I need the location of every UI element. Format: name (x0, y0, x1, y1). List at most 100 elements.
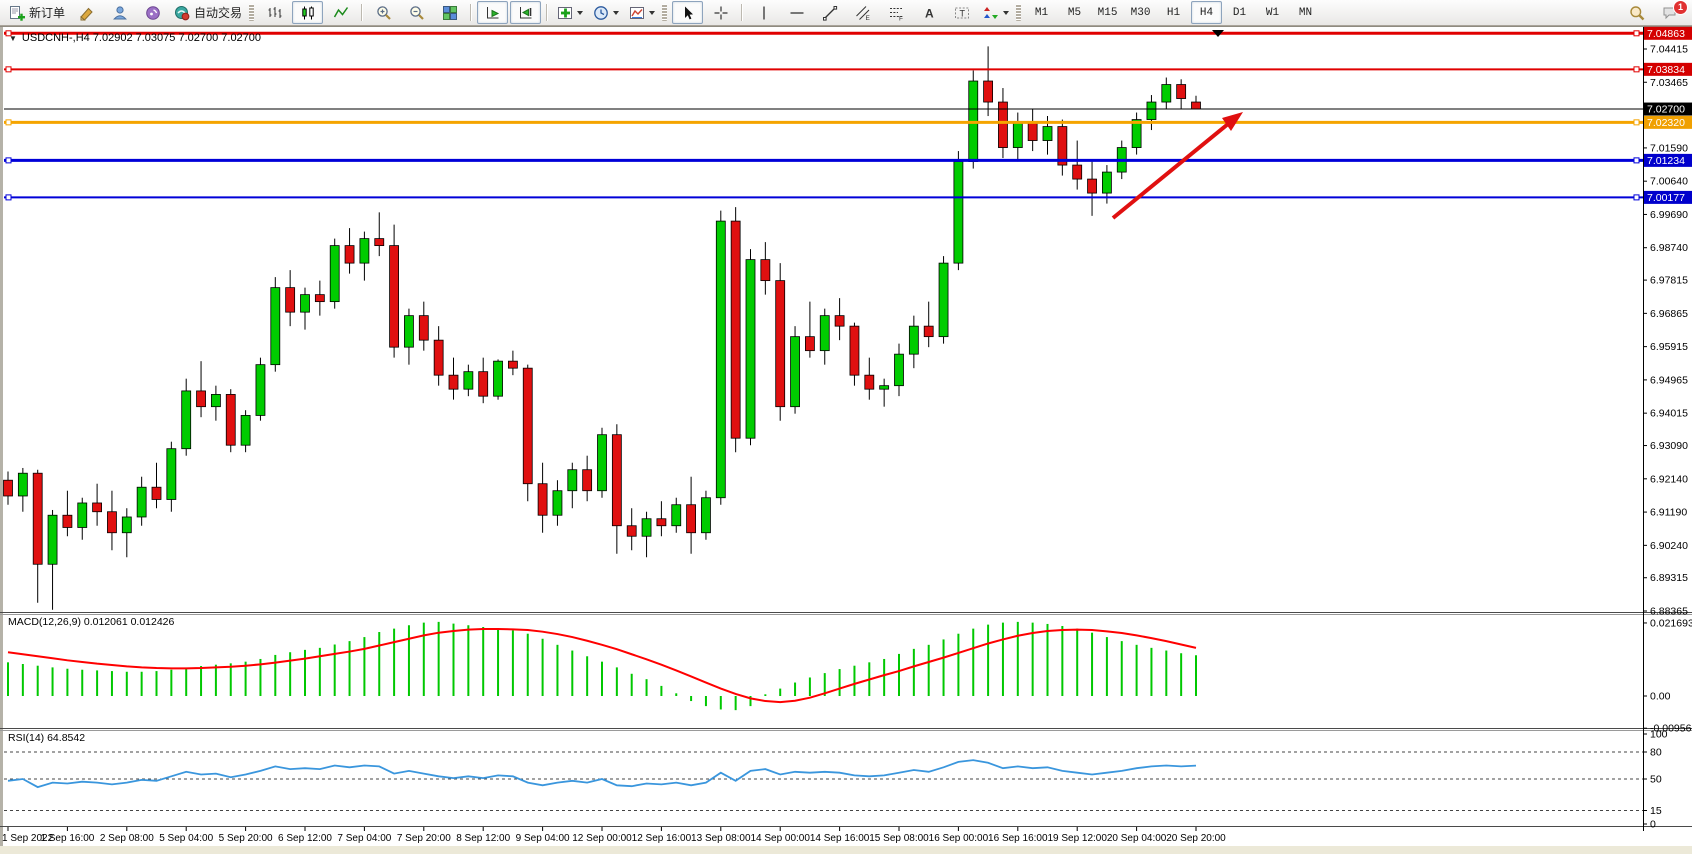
candle[interactable] (270, 287, 281, 366)
chevron-down-icon[interactable] (577, 10, 584, 15)
styler-button[interactable] (71, 1, 102, 24)
candle[interactable] (701, 497, 711, 534)
chevron-down-icon[interactable] (1003, 10, 1010, 15)
candle[interactable] (448, 374, 459, 390)
cursor-button[interactable] (672, 1, 704, 24)
candle[interactable] (62, 514, 73, 528)
candle[interactable] (107, 511, 117, 534)
candle[interactable] (775, 280, 786, 408)
signals-button[interactable] (137, 1, 168, 24)
chart-shift-button[interactable] (510, 1, 542, 24)
candle[interactable] (671, 504, 682, 527)
candle[interactable] (418, 315, 429, 341)
candle[interactable] (344, 245, 355, 264)
candle[interactable] (923, 325, 934, 338)
candle[interactable] (938, 262, 949, 338)
candle[interactable] (255, 364, 266, 416)
candle[interactable] (166, 448, 177, 500)
candle-chart-mode-button[interactable] (292, 1, 324, 24)
arrows-tool-button[interactable] (979, 1, 1013, 24)
periods-button[interactable] (589, 1, 623, 24)
candle[interactable] (151, 486, 162, 500)
timeframe-m5-button[interactable]: M5 (1067, 6, 1082, 19)
candle[interactable] (552, 490, 563, 516)
chevron-down-icon[interactable] (613, 10, 620, 15)
candle[interactable] (47, 514, 58, 565)
candle[interactable] (463, 371, 474, 390)
candle[interactable] (433, 339, 444, 376)
candle[interactable] (181, 390, 192, 450)
equidistant-channel-button[interactable]: E (847, 1, 878, 24)
zoom-out-button[interactable] (401, 1, 432, 24)
line-chart-mode-button[interactable] (325, 1, 356, 24)
candle[interactable] (760, 259, 771, 282)
candle[interactable] (656, 518, 667, 527)
candle[interactable] (1072, 164, 1083, 180)
candle[interactable] (1131, 119, 1142, 148)
autotrade-button[interactable]: 自动交易 (170, 1, 246, 24)
timeframe-m15-button[interactable]: M15 (1097, 6, 1118, 19)
candle[interactable] (864, 374, 875, 390)
candle[interactable] (240, 415, 251, 446)
candle[interactable] (17, 472, 28, 497)
candle[interactable] (329, 245, 340, 303)
chart-title[interactable]: ▼ USDCNH-,H4 7.02902 7.03075 7.02700 7.0… (9, 32, 261, 44)
candle[interactable] (1027, 122, 1038, 141)
chart-canvas[interactable]: 7.04415 7.03465 7.01590 7.00640 6.99690 6.987… (0, 26, 1692, 854)
candle[interactable] (611, 434, 622, 527)
candle[interactable] (121, 516, 132, 534)
candle[interactable] (953, 161, 964, 264)
timeframe-d1-button[interactable]: D1 (1232, 6, 1247, 19)
crosshair-button[interactable] (705, 1, 736, 24)
candle[interactable] (493, 360, 503, 397)
candle[interactable] (1146, 101, 1157, 120)
candle[interactable] (1087, 178, 1097, 194)
candle[interactable] (1042, 126, 1053, 141)
candle[interactable] (314, 294, 325, 303)
candle[interactable] (1012, 122, 1023, 148)
toolbar-grip[interactable] (662, 4, 668, 21)
label-tool-button[interactable]: T (946, 1, 977, 24)
candle[interactable] (715, 220, 726, 499)
candle[interactable] (507, 360, 518, 369)
timeframe-mn-button[interactable]: MN (1298, 6, 1313, 19)
zoom-in-button[interactable] (368, 1, 399, 24)
candle[interactable] (790, 336, 800, 408)
candle[interactable] (522, 367, 533, 485)
vertical-line-button[interactable] (748, 1, 779, 24)
timeframe-m30-button[interactable]: M30 (1130, 6, 1151, 19)
candle[interactable] (582, 469, 593, 492)
candle[interactable] (136, 486, 147, 518)
candle[interactable] (597, 434, 607, 492)
trend-arrow-head[interactable] (1222, 112, 1243, 131)
bar-chart-mode-button[interactable] (259, 1, 290, 24)
candle[interactable] (404, 315, 414, 348)
trendline-button[interactable] (814, 1, 845, 24)
candle[interactable] (894, 353, 904, 387)
timeframe-h4-button[interactable]: H4 (1191, 1, 1223, 24)
candle[interactable] (92, 502, 102, 513)
candle[interactable] (32, 472, 43, 565)
candle[interactable] (1102, 171, 1112, 194)
candle[interactable] (1057, 126, 1068, 166)
candle[interactable] (641, 518, 652, 537)
timeframe-h1-button[interactable]: H1 (1166, 6, 1181, 19)
candle[interactable] (537, 483, 548, 516)
candle[interactable] (1161, 84, 1172, 103)
candle[interactable] (478, 371, 489, 397)
candle[interactable] (998, 101, 1008, 148)
tile-windows-button[interactable] (434, 1, 465, 24)
profile-button[interactable] (104, 1, 135, 24)
candle[interactable] (3, 479, 13, 497)
candle[interactable] (834, 315, 845, 327)
candle[interactable] (879, 385, 890, 390)
rsi-panel[interactable]: 100 80 50 15 0 (4, 729, 1668, 831)
candle[interactable] (389, 245, 400, 348)
auto-scroll-button[interactable] (477, 1, 509, 24)
candle[interactable] (626, 525, 637, 537)
toolbar-grip[interactable] (1016, 4, 1022, 21)
chat-button[interactable]: 1 (1654, 0, 1688, 25)
price-axis[interactable]: 7.04415 7.03465 7.01590 7.00640 6.99690 6.987… (1643, 26, 1692, 618)
candle[interactable] (686, 504, 696, 534)
